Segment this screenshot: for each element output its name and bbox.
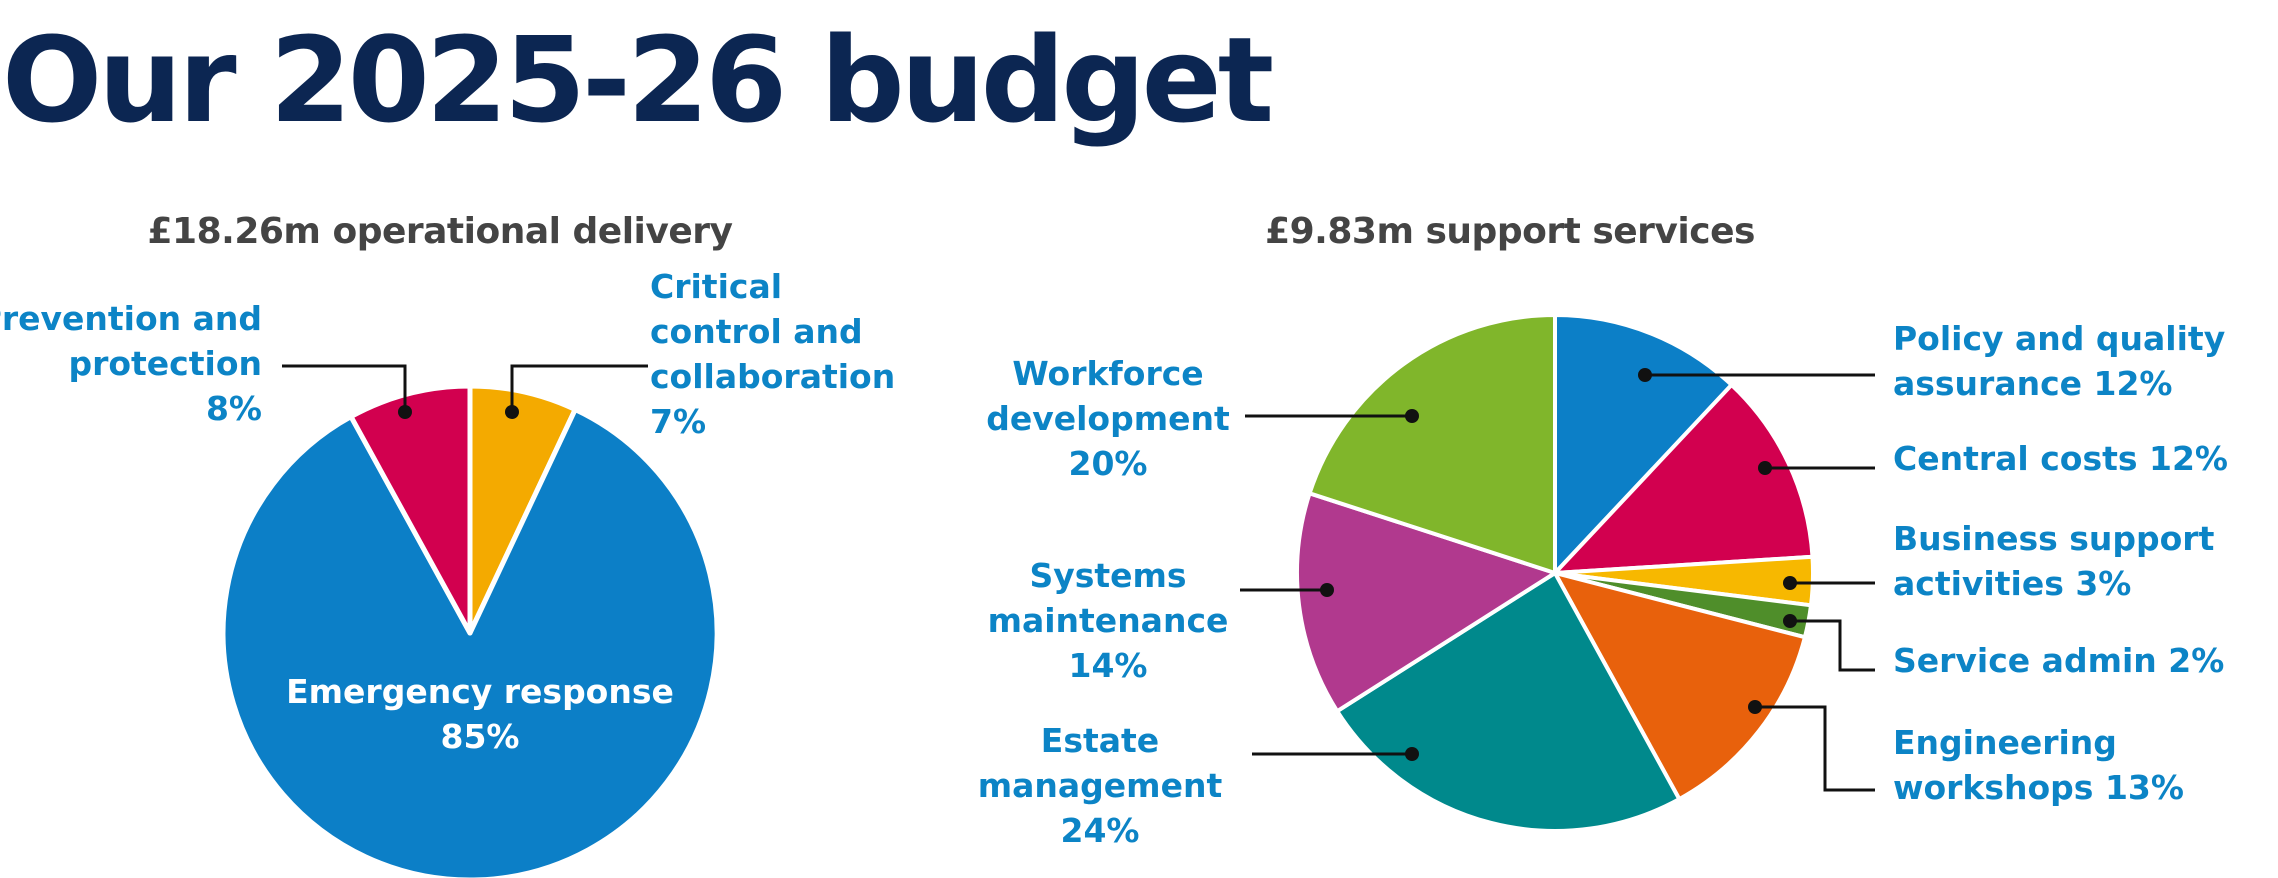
slice-label-line: management — [978, 766, 1223, 805]
slice-label-business-support-activities: Business support activities 3% — [1893, 519, 2215, 603]
slice-label-engineering-workshops: Engineering workshops 13% — [1893, 723, 2184, 807]
slice-workforce-development — [1307, 313, 1557, 575]
slice-estate-management — [1335, 571, 1682, 833]
leader-dot-policy-and-quality-assurance — [1638, 368, 1652, 382]
leader-dot-systems-maintenance — [1320, 583, 1334, 597]
slice-systems-maintenance — [1295, 491, 1557, 714]
slice-label-line: Critical — [650, 267, 782, 306]
slice-label-central-costs: Central costs 12% — [1893, 439, 2228, 478]
slice-engineering-workshops — [1553, 571, 1807, 802]
slice-label-workforce-development: Workforce development 20% — [986, 354, 1230, 483]
slice-label-critical-control-and-collaboration: Critical control and collaboration 7% — [650, 267, 895, 441]
slice-label-line: 7% — [650, 402, 706, 441]
leader-line-prevention-and-protection — [282, 364, 407, 412]
slice-label-line: collaboration — [650, 357, 895, 396]
chart-title-support: £9.83m support services — [1265, 211, 1755, 252]
slice-label-policy-and-quality-assurance: Policy and quality assurance 12% — [1893, 319, 2225, 403]
leader-dot-workforce-development — [1405, 409, 1419, 423]
leader-dot-engineering-workshops — [1748, 700, 1762, 714]
slice-label-line: 14% — [1069, 646, 1148, 685]
slice-label-line: activities 3% — [1893, 564, 2131, 603]
slice-label-line: Engineering — [1893, 723, 2117, 762]
leader-line-engineering-workshops — [1755, 705, 1875, 792]
slice-label-line: Policy and quality — [1893, 319, 2225, 358]
slice-label-line: 8% — [206, 389, 262, 428]
leader-dot-service-admin — [1783, 614, 1797, 628]
slice-label-line: protection — [68, 344, 262, 383]
leader-dot-estate-management — [1405, 747, 1419, 761]
slice-label-systems-maintenance: Systems maintenance 14% — [988, 556, 1229, 685]
slice-label-emergency-response: Emergency response 85% — [286, 672, 674, 756]
slice-prevention-and-protection — [348, 383, 473, 636]
slice-label-line: Systems — [1029, 556, 1186, 595]
slice-label-line: workshops 13% — [1893, 768, 2184, 807]
slice-label-line: Estate — [1041, 721, 1159, 760]
slice-central-costs — [1553, 382, 1815, 575]
leader-line-critical-control-and-collaboration — [510, 364, 648, 412]
slice-label-line: 85% — [441, 717, 520, 756]
slice-label-estate-management: Estate management 24% — [978, 721, 1223, 850]
slice-label-line: Emergency response — [286, 672, 674, 711]
slice-label-service-admin: Service admin 2% — [1893, 641, 2224, 680]
chart-title-operational: £18.26m operational delivery — [147, 211, 733, 252]
slice-label-line: assurance 12% — [1893, 364, 2173, 403]
slice-label-line: Service admin 2% — [1893, 641, 2224, 680]
slice-label-prevention-and-protection: Prevention and protection 8% — [0, 299, 262, 428]
leader-dot-prevention-and-protection — [398, 405, 412, 419]
leader-dot-central-costs — [1758, 461, 1772, 475]
slice-label-line: Workforce — [1012, 354, 1203, 393]
slice-label-line: Central costs 12% — [1893, 439, 2228, 478]
pie-18-26m-operational-delivery: Critical control and collaboration 7% Emerge… — [0, 267, 895, 878]
leader-dot-business-support-activities — [1783, 576, 1797, 590]
leader-dot-critical-control-and-collaboration — [505, 405, 519, 419]
slice-label-line: maintenance — [988, 601, 1229, 640]
slice-emergency-response — [220, 407, 720, 878]
slice-label-line: Business support — [1893, 519, 2215, 558]
pie-9-83m-support-services: Policy and quality assurance 12% Central c… — [978, 313, 2228, 850]
slice-label-line: development — [986, 399, 1230, 438]
slice-label-line: Prevention and — [0, 299, 262, 338]
page-title: Our 2025-26 budget — [2, 11, 1274, 149]
leader-line-service-admin — [1790, 619, 1875, 672]
slice-label-line: 20% — [1069, 444, 1148, 483]
slice-label-line: 24% — [1061, 811, 1140, 850]
slice-label-line: control and — [650, 312, 863, 351]
